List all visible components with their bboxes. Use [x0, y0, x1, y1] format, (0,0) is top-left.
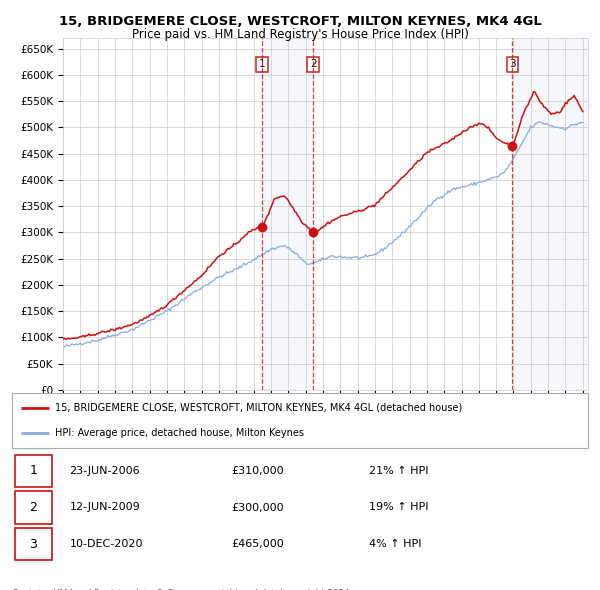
- Bar: [262, 38, 313, 390]
- Text: 1: 1: [29, 464, 37, 477]
- Text: £300,000: £300,000: [231, 503, 284, 513]
- Text: 12-JUN-2009: 12-JUN-2009: [70, 503, 140, 513]
- Text: 10-DEC-2020: 10-DEC-2020: [70, 539, 143, 549]
- Text: 15, BRIDGEMERE CLOSE, WESTCROFT, MILTON KEYNES, MK4 4GL (detached house): 15, BRIDGEMERE CLOSE, WESTCROFT, MILTON …: [55, 403, 463, 413]
- FancyBboxPatch shape: [15, 491, 52, 523]
- FancyBboxPatch shape: [15, 528, 52, 560]
- Text: 1: 1: [259, 59, 265, 69]
- Text: 19% ↑ HPI: 19% ↑ HPI: [369, 503, 428, 513]
- Text: £310,000: £310,000: [231, 466, 284, 476]
- Bar: [512, 38, 588, 390]
- Text: 15, BRIDGEMERE CLOSE, WESTCROFT, MILTON KEYNES, MK4 4GL: 15, BRIDGEMERE CLOSE, WESTCROFT, MILTON …: [59, 15, 541, 28]
- Text: Price paid vs. HM Land Registry's House Price Index (HPI): Price paid vs. HM Land Registry's House …: [131, 28, 469, 41]
- Text: Contains HM Land Registry data © Crown copyright and database right 2024.
This d: Contains HM Land Registry data © Crown c…: [12, 589, 352, 590]
- Text: 2: 2: [310, 59, 317, 69]
- FancyBboxPatch shape: [15, 455, 52, 487]
- Text: HPI: Average price, detached house, Milton Keynes: HPI: Average price, detached house, Milt…: [55, 428, 304, 438]
- Text: 4% ↑ HPI: 4% ↑ HPI: [369, 539, 422, 549]
- Text: 23-JUN-2006: 23-JUN-2006: [70, 466, 140, 476]
- Text: 2: 2: [29, 501, 37, 514]
- FancyBboxPatch shape: [12, 393, 588, 448]
- Text: 3: 3: [509, 59, 516, 69]
- Text: 21% ↑ HPI: 21% ↑ HPI: [369, 466, 428, 476]
- Text: £465,000: £465,000: [231, 539, 284, 549]
- Text: 3: 3: [29, 538, 37, 551]
